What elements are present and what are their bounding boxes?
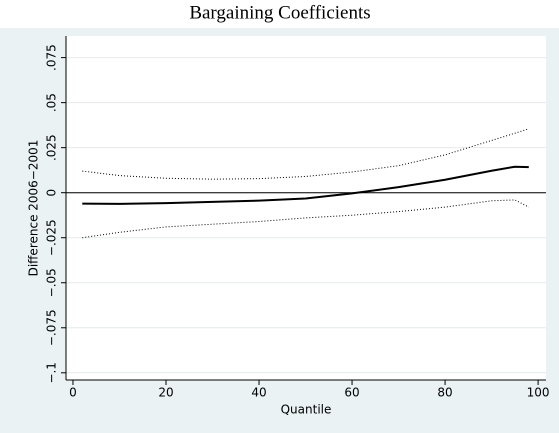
y-tick-label: −.025 — [45, 219, 59, 256]
y-tick-label: −.075 — [45, 309, 59, 346]
y-tick-label: −.1 — [45, 362, 59, 384]
x-tick-label: 60 — [344, 386, 359, 400]
y-tick-label: .05 — [45, 93, 59, 112]
estimate-line — [82, 165, 529, 205]
x-tick-label: 40 — [251, 386, 266, 400]
x-tick-label: 20 — [158, 386, 173, 400]
x-axis-label: Quantile — [281, 403, 332, 417]
x-tick-label: 0 — [69, 386, 77, 400]
y-tick-label: −.05 — [45, 268, 59, 297]
x-tick-label: 80 — [437, 386, 452, 400]
y-tick-label: .075 — [45, 44, 59, 71]
confidence-band — [82, 128, 529, 180]
x-tick-label: 100 — [527, 386, 550, 400]
chart-title: Bargaining Coefficients — [189, 2, 370, 23]
y-tick-label: 0 — [45, 189, 59, 197]
plot-area — [66, 36, 546, 380]
y-axis-label: Difference 2006−2001 — [27, 140, 41, 277]
y-tick-label: .025 — [45, 134, 59, 161]
